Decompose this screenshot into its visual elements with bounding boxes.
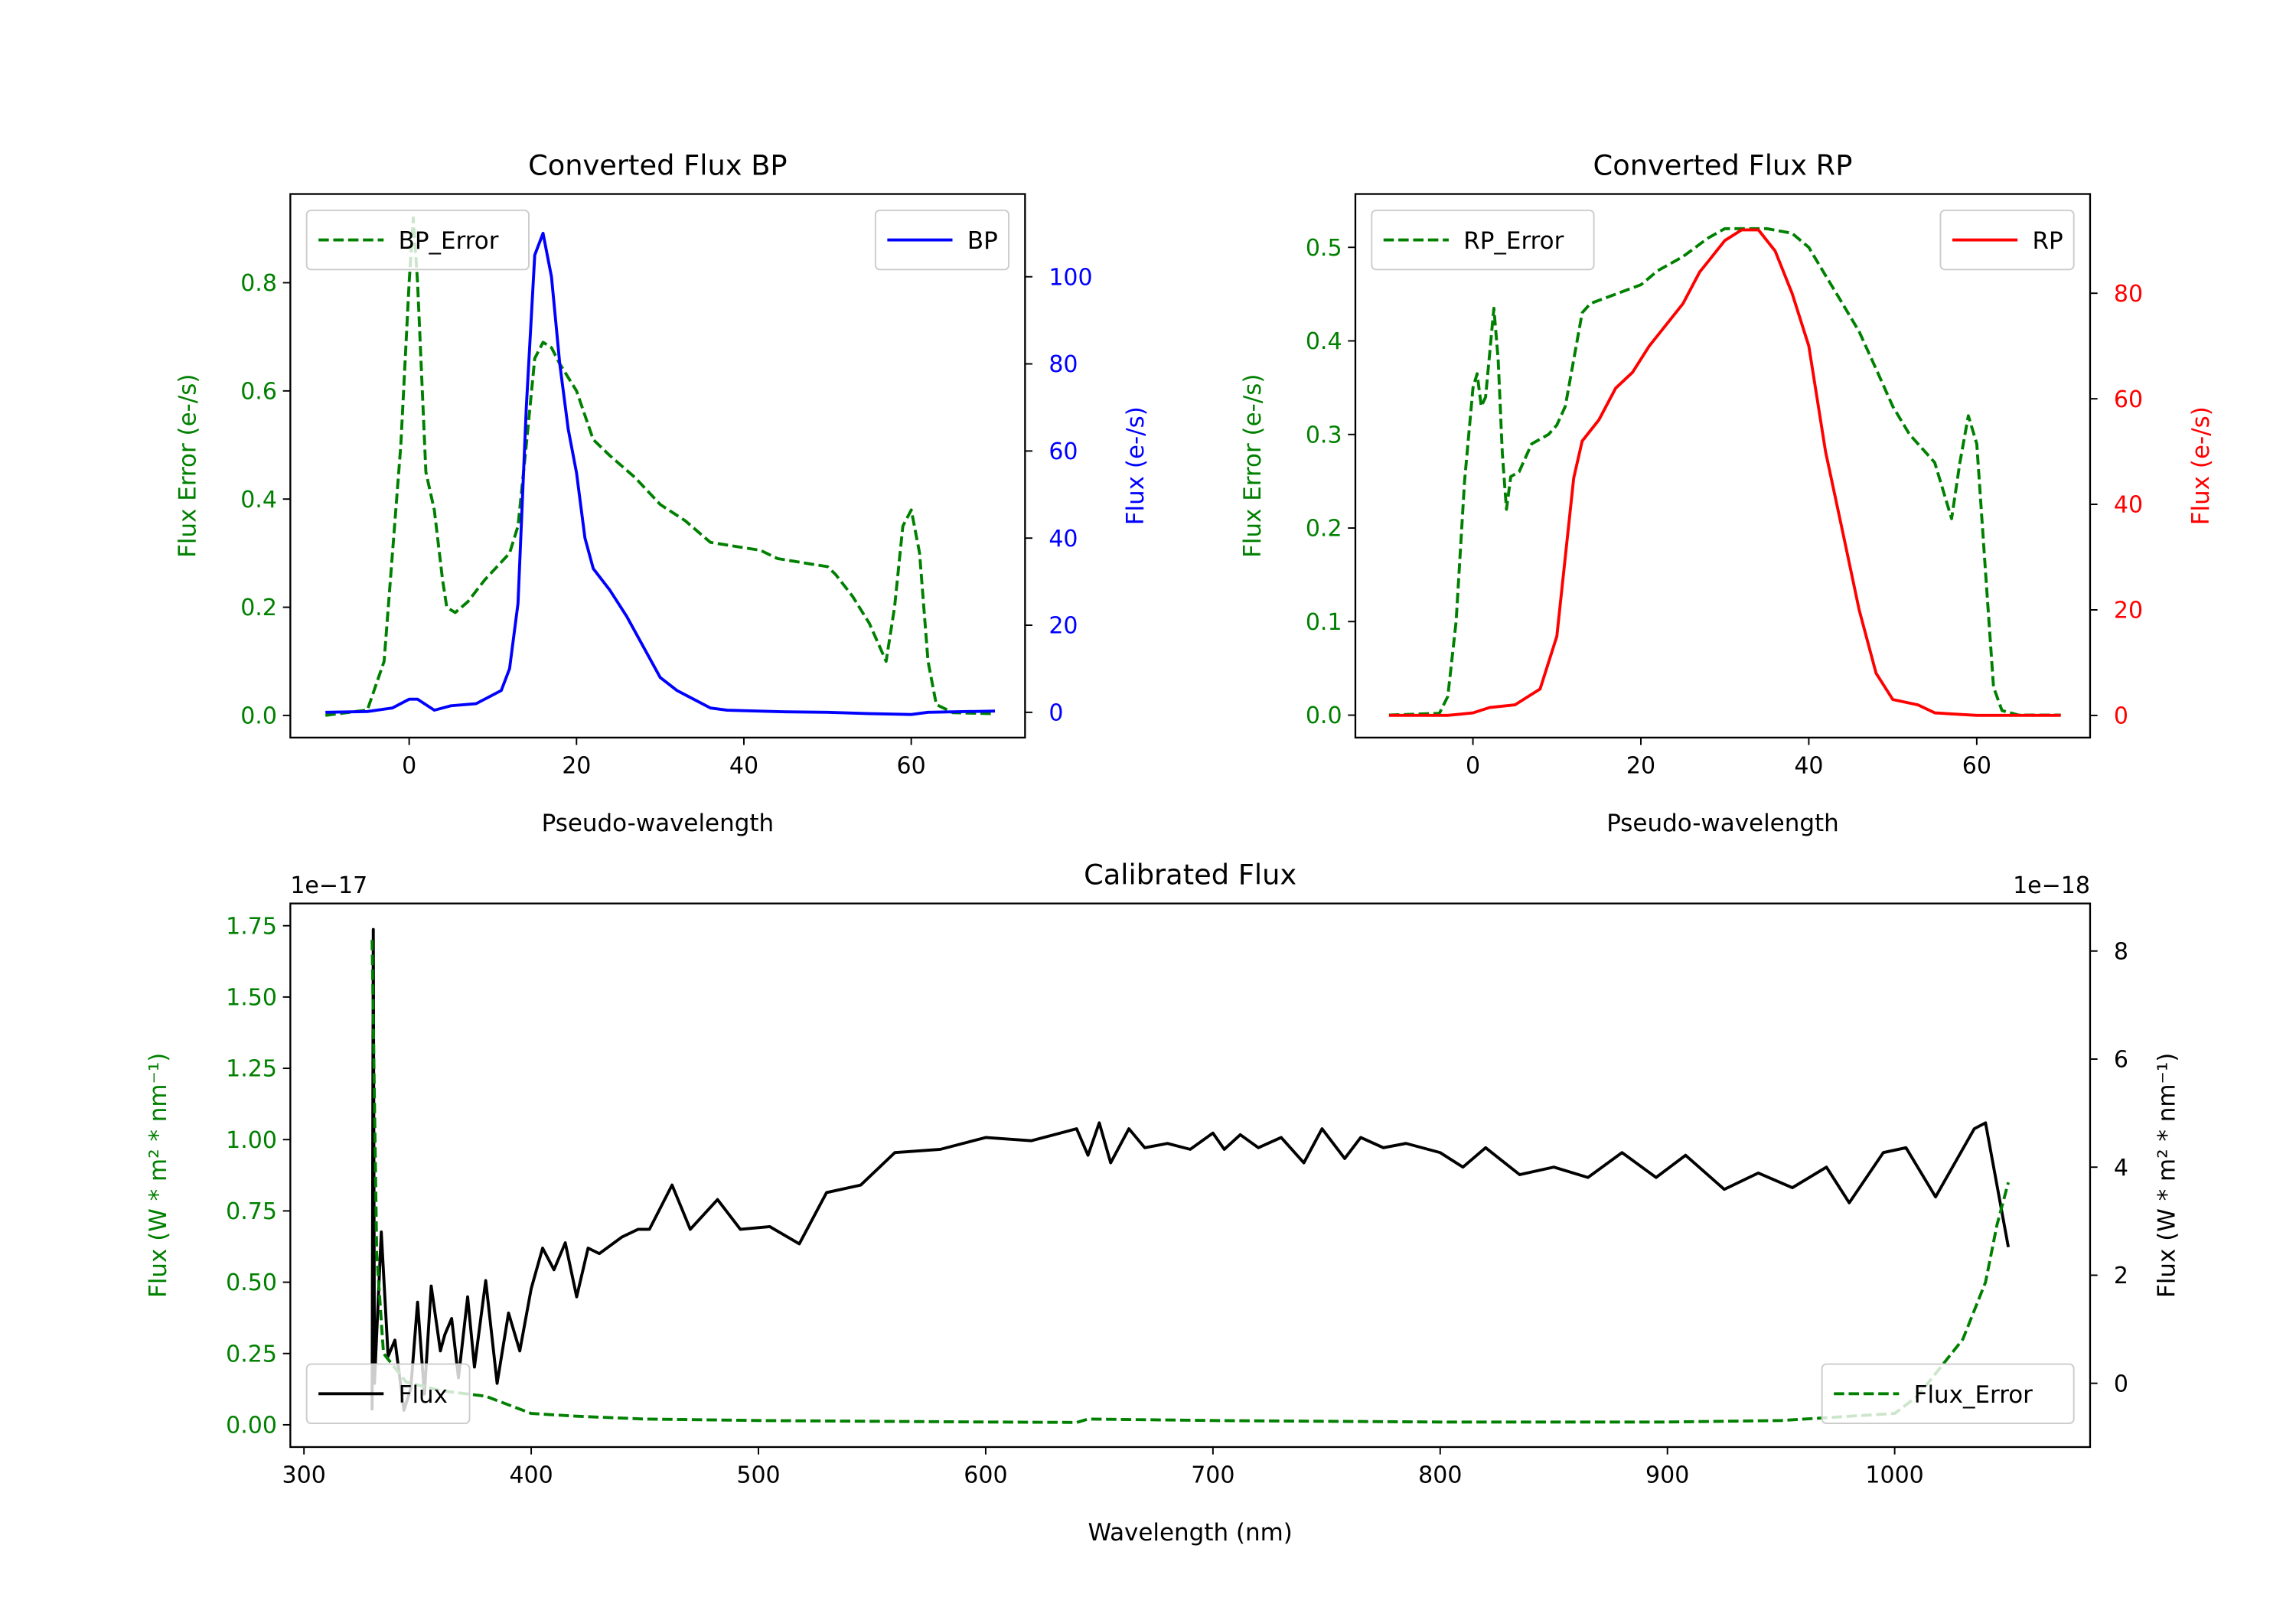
x-tick-label: 500 (736, 1462, 780, 1488)
legend-box (1821, 1363, 2075, 1424)
y-right-tick-label: 100 (1049, 264, 1092, 291)
axes-frame (1354, 193, 2092, 739)
series-line-bp (325, 231, 996, 716)
x-tick-label: 700 (1191, 1462, 1234, 1488)
y-right-tick-label: 60 (1049, 438, 1078, 465)
y-left-tick-label: 0.0 (1306, 702, 1342, 729)
x-tick-label: 40 (729, 752, 758, 779)
y-right-axis-label: Flux (e-/s) (2187, 406, 2215, 525)
x-tick-label: 600 (964, 1462, 1007, 1488)
legend-flux_error: Flux_Error (1821, 1363, 2075, 1424)
x-tick-label: 60 (897, 752, 926, 779)
y-right-tick-label: 80 (2114, 281, 2143, 308)
axes-frame (289, 193, 1026, 739)
x-tick-label: 20 (562, 752, 591, 779)
y-left-tick-label: 0.2 (1306, 516, 1342, 543)
y-right-tick-label: 0 (2114, 703, 2128, 730)
legend-label: RP_Error (1463, 227, 1564, 255)
y-right-tick-label: 20 (2114, 598, 2143, 624)
y-right-tick-label: 80 (1049, 351, 1078, 378)
x-tick-label: 900 (1645, 1462, 1689, 1488)
legend-label: Flux_Error (1914, 1381, 2033, 1409)
legend-rp: RP (1939, 209, 2075, 271)
y-left-tick-label: 0.8 (240, 270, 277, 297)
y-right-tick-label: 6 (2114, 1047, 2128, 1074)
y-right-tick-label: 8 (2114, 938, 2128, 965)
y-right-axis-label: Flux (e-/s) (1122, 406, 1150, 525)
series-line-flux (370, 927, 2011, 1412)
chart-bp: 0 20 40 60 0.0 0.2 0.4 0.6 0.8 0 20 40 60 80 100 Conver… (174, 148, 1150, 836)
legend-box (305, 1363, 471, 1424)
x-tick-label: 800 (1418, 1462, 1462, 1488)
y-right-tick-label: 40 (1049, 526, 1078, 553)
y-left-tick-label: 0.0 (240, 703, 277, 730)
legend-bp: BP (874, 209, 1010, 271)
x-tick-label: 400 (509, 1462, 553, 1488)
y-left-tick-label: 0.6 (240, 378, 277, 405)
x-tick-label: 300 (282, 1462, 326, 1488)
y-left-tick-label: 1.50 (226, 985, 277, 1012)
y-left-tick-label: 1.75 (226, 913, 277, 940)
y-right-tick-label: 0 (2114, 1371, 2128, 1397)
x-tick-label: 60 (1962, 752, 1991, 779)
legend-rp_error: RP_Error (1371, 209, 1595, 271)
x-axis-label: Pseudo-wavelength (1606, 810, 1839, 837)
series-line-rp_error (1388, 227, 2061, 717)
legend-box (1371, 209, 1595, 271)
y-right-tick-label: 0 (1049, 700, 1063, 727)
x-tick-label: 1000 (1865, 1462, 1923, 1488)
x-axis-label: Wavelength (nm) (1088, 1519, 1292, 1547)
series-line-bp_error (325, 216, 996, 717)
y-right-tick-label: 2 (2114, 1263, 2128, 1289)
y-left-tick-label: 0.25 (226, 1341, 277, 1367)
y-left-axis-label: Flux (W * m² * nm⁻¹) (145, 1053, 172, 1298)
y-left-offset-text: 1e−17 (290, 872, 367, 899)
y-left-tick-label: 0.5 (1306, 235, 1342, 262)
y-left-tick-label: 1.25 (226, 1056, 277, 1083)
legend-label: RP (2032, 227, 2063, 255)
y-left-tick-label: 0.00 (226, 1413, 277, 1439)
y-left-tick-label: 0.4 (1306, 328, 1342, 355)
y-left-tick-label: 0.2 (240, 595, 277, 621)
chart-title: Converted Flux RP (1593, 148, 1853, 181)
y-left-axis-label: Flux Error (e-/s) (174, 374, 201, 558)
x-tick-label: 20 (1626, 752, 1655, 779)
x-tick-label: 0 (1466, 752, 1480, 779)
legend-label: BP (967, 227, 998, 255)
chart-title: Converted Flux BP (528, 148, 788, 181)
y-left-tick-label: 0.4 (240, 487, 277, 513)
y-left-tick-label: 0.3 (1306, 422, 1342, 448)
legend-flux: Flux (305, 1363, 471, 1424)
y-left-tick-label: 0.75 (226, 1198, 277, 1225)
y-left-tick-label: 0.50 (226, 1270, 277, 1296)
chart-title: Calibrated Flux (1084, 858, 1296, 891)
y-right-tick-label: 60 (2114, 386, 2143, 413)
x-axis-label: Pseudo-wavelength (542, 810, 775, 837)
legend-label: BP_Error (399, 227, 499, 255)
y-right-offset-text: 1e−18 (2013, 872, 2090, 899)
axes-frame (289, 902, 2092, 1449)
x-tick-label: 40 (1794, 752, 1823, 779)
y-right-tick-label: 40 (2114, 492, 2143, 519)
x-tick-label: 0 (402, 752, 416, 779)
chart-rp: 0 20 40 60 0.0 0.1 0.2 0.3 0.4 0.5 0 20 40 60 80 Conver… (1239, 148, 2215, 836)
y-right-tick-label: 20 (1049, 613, 1078, 640)
y-right-axis-label: Flux (W * m² * nm⁻¹) (2153, 1053, 2180, 1298)
legend-box (305, 209, 530, 271)
series-line-rp (1388, 228, 2061, 717)
y-left-tick-label: 1.00 (226, 1127, 277, 1154)
chart-cal: 300 400 500 600 700 800 900 1000 0.00 0.25 0.50 0.7… (145, 858, 2181, 1546)
legend-bp_error: BP_Error (305, 209, 530, 271)
y-right-tick-label: 4 (2114, 1155, 2128, 1182)
y-left-tick-label: 0.1 (1306, 609, 1342, 636)
y-left-axis-label: Flux Error (e-/s) (1239, 374, 1267, 558)
legend-label: Flux (399, 1381, 448, 1409)
